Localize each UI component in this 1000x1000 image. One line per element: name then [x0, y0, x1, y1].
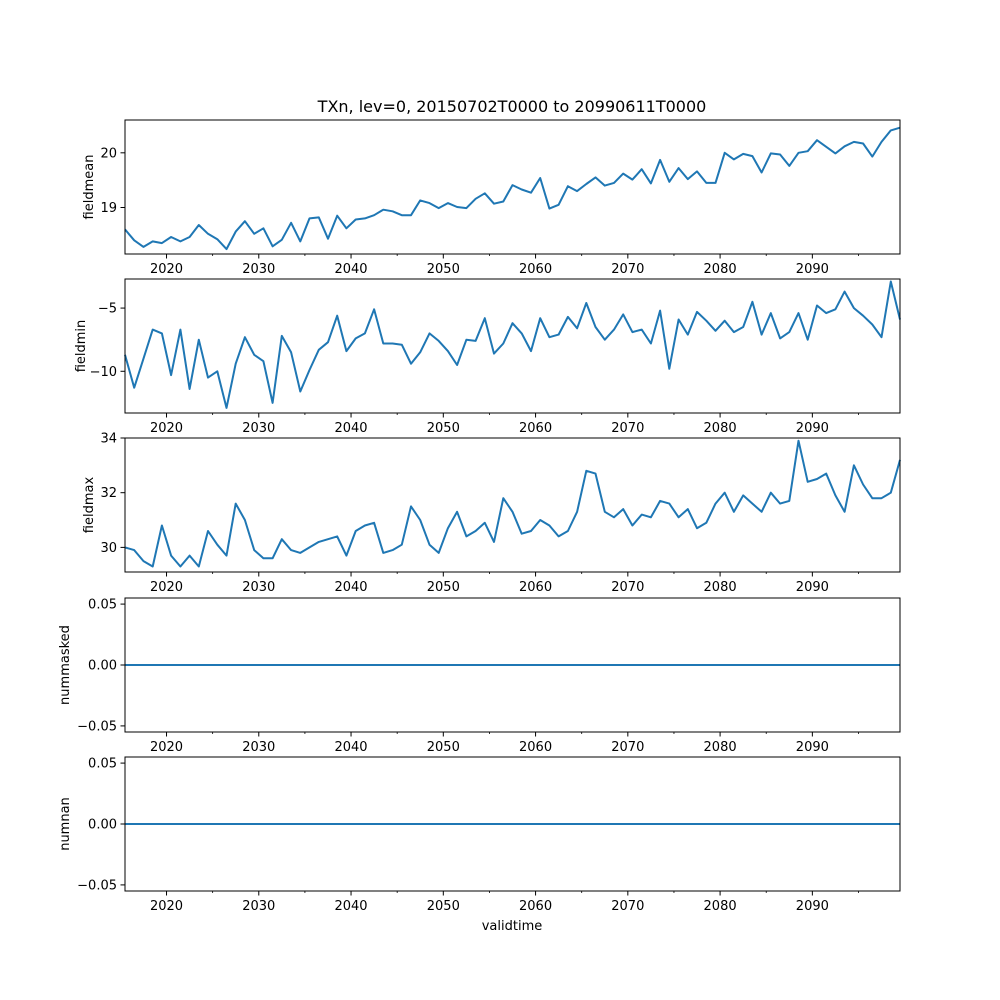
x-tick-label: 2090: [796, 580, 829, 595]
plot-frame-fieldmax: [124, 437, 901, 573]
x-tick-label: 2050: [427, 899, 460, 914]
y-tick-label: −5: [98, 302, 117, 317]
x-tick-label: 2030: [242, 421, 275, 436]
x-tick-label: 2050: [427, 580, 460, 595]
x-tick-label: 2070: [611, 580, 644, 595]
y-tick-label: 0.05: [88, 598, 117, 613]
x-tick-label: 2070: [611, 740, 644, 755]
x-tick-label: 2090: [796, 899, 829, 914]
plot-frame-fieldmean: [124, 119, 901, 255]
x-axis-label: validtime: [482, 919, 543, 934]
x-tick-label: 2040: [334, 899, 367, 914]
y-axis-label-numnan: numnan: [58, 797, 73, 851]
x-tick-label: 2020: [150, 421, 183, 436]
x-tick-label: 2080: [704, 262, 737, 277]
subplot-fieldmin: 2020 2030 2040 2050 2060 2070 2080 2090 −10 −5 fie…: [74, 278, 901, 436]
x-tick-label: 2030: [242, 740, 275, 755]
y-tick-label: 0.00: [88, 818, 117, 833]
y-tick-label: 30: [100, 541, 117, 556]
plot-frame-fieldmin: [124, 278, 901, 414]
y-tick-label: −0.05: [77, 878, 117, 893]
y-tick-label: 34: [100, 432, 117, 447]
series-line-fieldmean: [124, 126, 901, 251]
x-tick-label: 2060: [519, 580, 552, 595]
y-tick-label: 0.00: [88, 659, 117, 674]
x-tick-label: 2080: [704, 899, 737, 914]
x-tick-label: 2050: [427, 421, 460, 436]
x-tick-label: 2030: [242, 580, 275, 595]
x-tick-label: 2090: [796, 421, 829, 436]
x-tick-label: 2030: [242, 899, 275, 914]
x-tick-label: 2020: [150, 262, 183, 277]
x-tick-label: 2070: [611, 421, 644, 436]
x-tick-label: 2080: [704, 740, 737, 755]
x-tick-label: 2080: [704, 421, 737, 436]
subplot-nummasked: 2020 2030 2040 2050 2060 2070 2080 2090 −0.05 0.0…: [58, 597, 901, 755]
x-tick-label: 2070: [611, 262, 644, 277]
y-tick-label: −10: [90, 365, 117, 380]
y-tick-label: 20: [100, 146, 117, 161]
x-tick-label: 2090: [796, 262, 829, 277]
x-tick-label: 2060: [519, 740, 552, 755]
x-tick-label: 2020: [150, 580, 183, 595]
series-line-fieldmin: [124, 280, 901, 409]
x-tick-label: 2050: [427, 740, 460, 755]
x-tick-label: 2080: [704, 580, 737, 595]
x-tick-label: 2070: [611, 899, 644, 914]
x-tick-label: 2060: [519, 421, 552, 436]
subplots-group: 2020 2030 2040 2050 2060 2070 2080 20901920fiel…: [58, 119, 901, 914]
figure-title: TXn, lev=0, 20150702T0000 to 20990611T00…: [317, 97, 707, 116]
x-tick-label: 2040: [334, 740, 367, 755]
x-tick-label: 2060: [519, 899, 552, 914]
x-tick-label: 2050: [427, 262, 460, 277]
series-line-fieldmax: [124, 439, 901, 568]
y-axis-label-nummasked: nummasked: [58, 625, 73, 705]
y-tick-label: 0.05: [88, 757, 117, 772]
x-tick-label: 2040: [334, 421, 367, 436]
y-axis-label-fieldmin: fieldmin: [74, 320, 89, 373]
x-tick-label: 2030: [242, 262, 275, 277]
subplot-fieldmax: 2020 2030 2040 2050 2060 2070 2080 2090 30 32 34 fi…: [82, 432, 901, 595]
x-tick-label: 2020: [150, 899, 183, 914]
y-tick-label: 19: [100, 201, 117, 216]
y-tick-label: 32: [100, 486, 117, 501]
subplot-fieldmean: 2020 2030 2040 2050 2060 2070 2080 2090 19 20fiel…: [82, 119, 901, 277]
x-tick-label: 2040: [334, 262, 367, 277]
x-tick-label: 2090: [796, 740, 829, 755]
y-axis-label-fieldmax: fieldmax: [82, 477, 97, 534]
x-tick-label: 2020: [150, 740, 183, 755]
x-tick-label: 2040: [334, 580, 367, 595]
y-tick-label: −0.05: [77, 719, 117, 734]
x-tick-label: 2060: [519, 262, 552, 277]
y-axis-label-fieldmean: fieldmean: [82, 155, 97, 220]
subplot-numnan: 2020 2030 2040 2050 2060 2070 2080 2090 −0.05 0.0…: [58, 756, 901, 914]
